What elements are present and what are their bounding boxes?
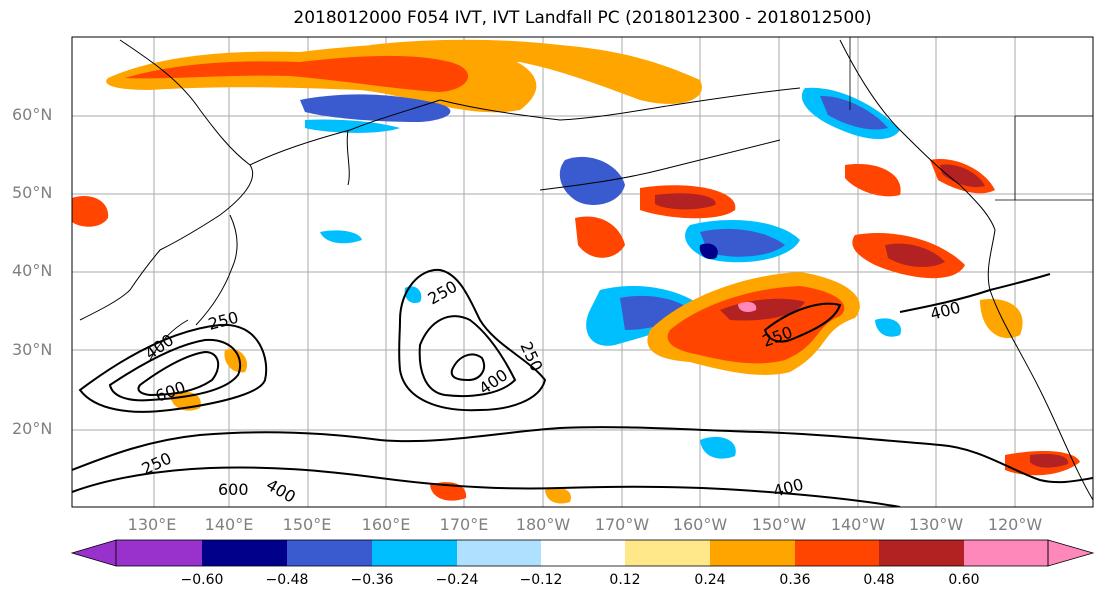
shade-patch <box>305 119 400 133</box>
borders <box>849 37 1093 201</box>
lon-label: 160°W <box>672 515 728 534</box>
shade-patch <box>655 193 716 210</box>
colorbar-segment <box>202 540 287 566</box>
contour-line <box>450 353 486 382</box>
colorbar-tick-label: −0.36 <box>350 572 394 588</box>
shade-patch <box>845 164 901 197</box>
colorbar-tick-label: −0.48 <box>265 572 309 588</box>
lat-label: 20°N <box>12 419 53 438</box>
colorbar-segment <box>541 540 625 566</box>
lat-label: 60°N <box>12 105 53 124</box>
lon-label: 130°E <box>127 515 177 534</box>
lon-label: 170°W <box>594 515 650 534</box>
contour-line <box>72 426 1093 484</box>
colorbar-tick-label: 0.60 <box>948 572 980 588</box>
contour-line <box>72 466 901 507</box>
colorbar-extend-min <box>70 539 117 567</box>
shade-patch <box>300 94 451 122</box>
lon-label: 150°W <box>751 515 807 534</box>
shade-patch <box>125 55 469 92</box>
shade-patch <box>575 216 625 258</box>
contour-line <box>418 315 517 398</box>
shade-patch <box>875 318 901 337</box>
ivt-contours <box>72 268 1093 507</box>
contour-label: 600 <box>218 480 249 499</box>
contour-line <box>899 273 1051 313</box>
shade-patch <box>885 243 945 267</box>
colorbar-extend-max <box>1047 539 1095 567</box>
contour-label: 250 <box>206 308 240 334</box>
shade-patch <box>738 302 757 312</box>
shade-patch <box>1030 454 1069 468</box>
contour-line <box>398 268 547 412</box>
shade-patch <box>940 164 985 188</box>
contour-label: 250 <box>139 448 175 478</box>
lon-label: 140°E <box>204 515 254 534</box>
colorbar-segment <box>879 540 964 566</box>
colorbar-tick-label: 0.24 <box>694 572 726 588</box>
contour-label: 400 <box>771 475 805 501</box>
shade-patch <box>700 436 736 459</box>
shade-patch <box>620 295 690 330</box>
contour-line <box>137 350 220 397</box>
shade-patch <box>559 156 625 205</box>
contour-line <box>78 323 268 413</box>
contour-label: 250 <box>425 277 461 309</box>
colorbar-tick-label: 0.12 <box>609 572 641 588</box>
colorbar-segment <box>710 540 795 566</box>
lat-label: 50°N <box>12 183 53 202</box>
colorbar-tick-label: −0.12 <box>519 572 563 588</box>
colorbar-segment <box>964 540 1048 566</box>
contour-label: 250 <box>516 339 546 375</box>
colorbar-tick-label: −0.60 <box>180 572 224 588</box>
shade-patch <box>820 95 888 130</box>
lat-label: 40°N <box>12 261 53 280</box>
shade-patch <box>404 286 422 304</box>
shade-patch <box>370 39 702 104</box>
map-frame <box>71 36 1094 508</box>
colorbar-segment <box>287 540 372 566</box>
coastlines <box>79 39 1093 501</box>
shade-patch <box>699 243 718 260</box>
contour-label: 400 <box>141 330 177 363</box>
shade-patch <box>72 196 109 227</box>
colorbar-tick-label: 0.36 <box>779 572 811 588</box>
lon-label: 160°E <box>361 515 411 534</box>
colorbar <box>70 539 1095 567</box>
lon-label: 170°E <box>439 515 489 534</box>
shade-patch <box>320 230 362 244</box>
colorbar-tick-label: −0.24 <box>435 572 479 588</box>
lon-label: 130°W <box>908 515 964 534</box>
colorbar-segment <box>372 540 457 566</box>
lon-label: 140°W <box>830 515 886 534</box>
shade-patch <box>700 228 785 257</box>
shade-patch <box>224 349 248 373</box>
map-title: 2018012000 F054 IVT, IVT Landfall PC (20… <box>293 8 872 28</box>
colorbar-segment <box>116 540 202 566</box>
contour-label: 400 <box>928 298 962 324</box>
contour-line <box>763 302 842 343</box>
shade-patch <box>667 286 845 364</box>
lon-label: 120°W <box>987 515 1043 534</box>
colorbar-segment <box>457 540 541 566</box>
colorbar-segment <box>625 540 710 566</box>
contour-line <box>108 338 242 402</box>
shade-patch <box>980 299 1023 339</box>
ivt-shading <box>72 39 1080 504</box>
shade-patch <box>545 487 571 504</box>
lon-label: 150°E <box>282 515 332 534</box>
colorbar-tick-label: 0.48 <box>863 572 895 588</box>
contour-label: 400 <box>475 365 511 398</box>
colorbar-segment <box>795 540 879 566</box>
contour-label: 400 <box>263 475 299 507</box>
lat-label: 30°N <box>12 340 53 359</box>
lon-label: 180°W <box>515 515 571 534</box>
